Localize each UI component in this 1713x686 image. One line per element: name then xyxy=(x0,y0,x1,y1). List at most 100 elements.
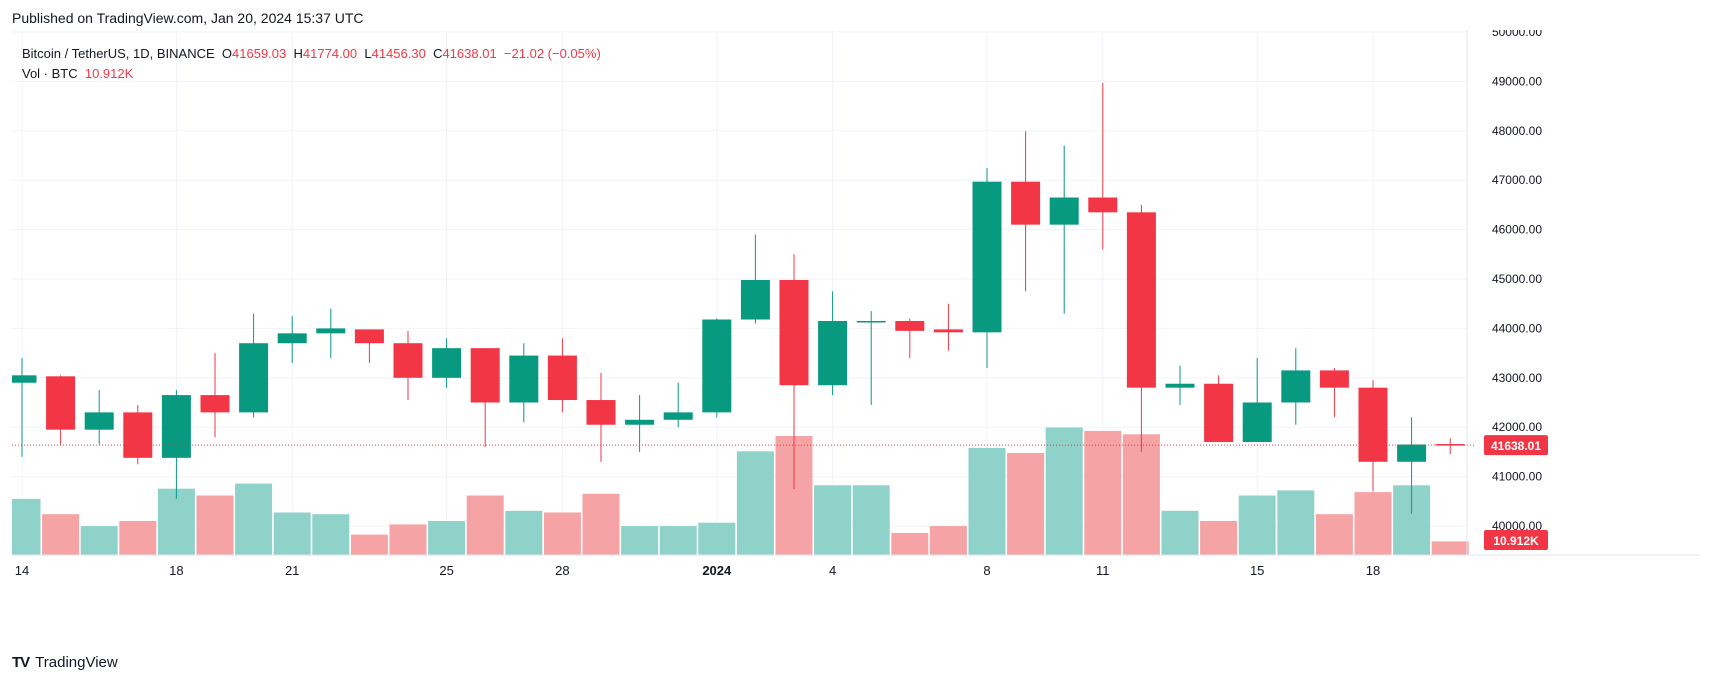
volume-bars xyxy=(3,427,1469,555)
candle-body xyxy=(818,320,848,386)
candle xyxy=(625,395,655,452)
volume-bar xyxy=(3,498,41,555)
last-volume-badge-label: 10.912K xyxy=(1493,534,1539,548)
candle xyxy=(1242,358,1272,443)
volume-bar xyxy=(42,514,80,555)
candle-body xyxy=(1281,370,1311,403)
candle-body xyxy=(470,348,500,403)
candle-body xyxy=(933,329,963,333)
volume-bar xyxy=(543,512,581,555)
candle-body xyxy=(972,181,1002,333)
candles xyxy=(7,82,1465,514)
candle xyxy=(1281,348,1311,425)
candle-body xyxy=(1126,212,1156,388)
candle-body xyxy=(316,328,346,334)
time-tick-label: 8 xyxy=(983,563,990,578)
candle-body xyxy=(1011,181,1041,225)
volume-bar xyxy=(891,532,929,555)
volume-bar xyxy=(1238,495,1276,555)
volume-bar xyxy=(582,493,620,555)
candle-body xyxy=(354,329,384,344)
volume-bar xyxy=(1045,427,1083,555)
candle xyxy=(547,338,577,413)
price-tick-label: 40000.00 xyxy=(1492,519,1542,533)
time-tick-label: 18 xyxy=(1366,563,1380,578)
price-tick-label: 45000.00 xyxy=(1492,272,1542,286)
last-price-badge-label: 41638.01 xyxy=(1491,439,1541,453)
volume-bar xyxy=(119,521,157,555)
time-tick-label: 15 xyxy=(1250,563,1264,578)
volume-bar xyxy=(80,526,118,555)
candle xyxy=(161,390,191,499)
candle-body xyxy=(161,395,191,458)
symbol-label[interactable]: Bitcoin / TetherUS, 1D, BINANCE xyxy=(22,46,215,61)
volume-bar xyxy=(1277,490,1315,555)
candle-body xyxy=(7,375,37,383)
low-value: 41456.30 xyxy=(371,46,426,61)
candle-body xyxy=(547,355,577,401)
candle xyxy=(779,254,809,489)
tradingview-logo-icon: TV xyxy=(12,654,30,671)
candle-body xyxy=(46,376,76,430)
candle xyxy=(1088,82,1118,250)
candle-body xyxy=(1165,383,1195,388)
candle-body xyxy=(1435,444,1465,446)
volume-bar xyxy=(1007,453,1045,555)
volume-bar xyxy=(1122,434,1160,555)
volume-bar xyxy=(968,447,1006,555)
candle-body xyxy=(663,412,693,420)
candle xyxy=(663,382,693,428)
candle xyxy=(1011,131,1041,292)
candle-body xyxy=(625,419,655,425)
candle xyxy=(1397,417,1427,514)
candle-body xyxy=(586,400,616,425)
volume-bar xyxy=(350,534,388,555)
close-label: C xyxy=(433,46,443,61)
volume-bar xyxy=(466,495,504,555)
candlestick-chart[interactable]: 40000.00 41000.00 42000.00 43000.00 44000.00… xyxy=(3,25,1700,640)
price-tick-label: 44000.00 xyxy=(1492,321,1542,335)
candle-body xyxy=(1358,387,1388,462)
candle xyxy=(7,358,37,457)
chart-frame[interactable]: 40000.00 41000.00 42000.00 43000.00 44000.00… xyxy=(3,25,1700,640)
candle-body xyxy=(432,348,462,378)
time-tick-label: 25 xyxy=(439,563,453,578)
candle xyxy=(277,316,307,363)
volume-bar xyxy=(698,522,736,555)
candle xyxy=(393,330,423,401)
volume-label[interactable]: Vol · BTC xyxy=(22,66,78,81)
candle-body xyxy=(277,333,307,344)
candle xyxy=(1204,375,1234,443)
candle xyxy=(470,348,500,447)
candle xyxy=(1435,438,1465,455)
volume-bar xyxy=(929,526,967,555)
published-line: Published on TradingView.com, Jan 20, 20… xyxy=(12,10,364,26)
open-label: O xyxy=(221,46,233,61)
candle xyxy=(509,343,539,423)
close-value: 41638.01 xyxy=(442,46,497,61)
volume-bar xyxy=(389,524,427,555)
tradingview-brand[interactable]: TV TradingView xyxy=(12,654,118,671)
time-tick-label: 28 xyxy=(555,563,569,578)
last-price-badge xyxy=(1484,435,1548,456)
volume-bar xyxy=(814,485,852,555)
price-tick-label: 49000.00 xyxy=(1492,74,1542,88)
volume-bar xyxy=(312,514,350,555)
volume-bar xyxy=(659,526,697,555)
volume-bar xyxy=(428,521,466,555)
candle xyxy=(702,318,732,418)
volume-bar xyxy=(621,526,659,555)
candle xyxy=(586,372,616,462)
volume-bar xyxy=(1161,510,1199,555)
volume-bar xyxy=(736,451,774,555)
candle-body xyxy=(1242,402,1272,443)
candle-body xyxy=(393,343,423,378)
candle xyxy=(46,375,76,445)
volume-bar xyxy=(1315,514,1353,555)
volume-bar xyxy=(273,512,311,555)
candle-body xyxy=(509,355,539,403)
volume-bar xyxy=(505,510,543,555)
candle-body xyxy=(1088,197,1118,213)
candle xyxy=(1358,380,1388,492)
candle xyxy=(933,303,963,351)
